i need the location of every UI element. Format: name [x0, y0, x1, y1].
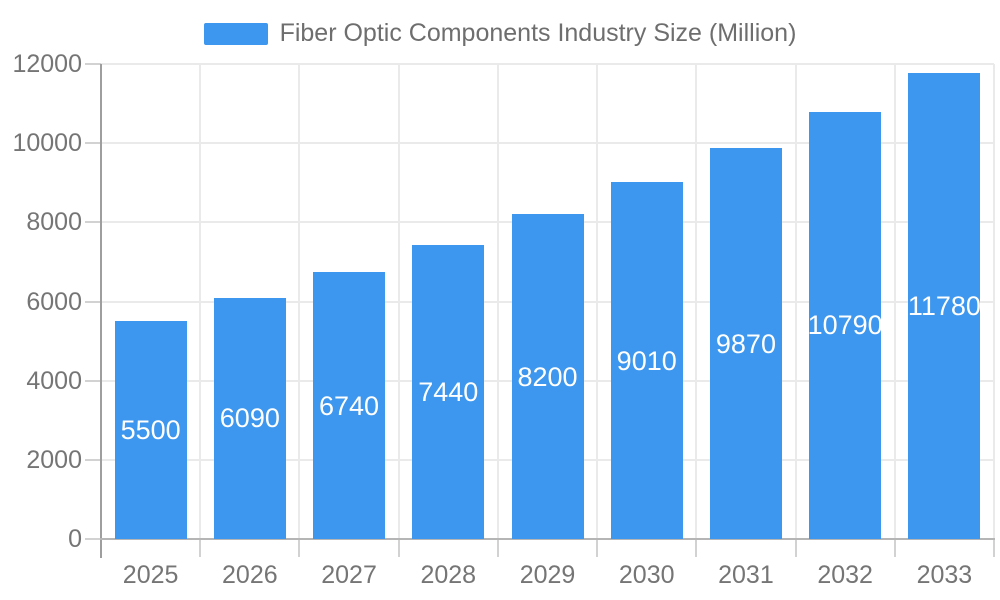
bar: [412, 244, 485, 539]
x-axis-tick: [596, 539, 599, 557]
y-tick-label: 8000: [26, 208, 82, 237]
x-axis-tick: [496, 539, 499, 557]
bar-value-label: 5500: [120, 415, 181, 446]
x-tick-label: 2029: [519, 561, 576, 589]
gridline-v: [794, 64, 797, 539]
gridline-v: [298, 64, 301, 539]
x-axis-tick: [199, 539, 202, 557]
legend-swatch: [203, 22, 268, 45]
y-axis-tick: [85, 379, 101, 382]
y-axis-tick: [85, 142, 101, 145]
bar-value-label: 8200: [517, 361, 578, 392]
gridline-v: [695, 64, 698, 539]
y-axis-line: [100, 64, 102, 558]
x-tick-label: 2026: [222, 561, 278, 589]
bar: [908, 72, 981, 539]
legend-label: Fiber Optic Components Industry Size (Mi…: [279, 19, 797, 47]
bar: [213, 297, 286, 539]
x-axis-tick: [893, 539, 896, 557]
bar-value-label: 7440: [418, 376, 479, 407]
bar-value-label: 10790: [807, 310, 883, 341]
x-tick-label: 2028: [420, 561, 477, 589]
x-axis-tick: [993, 539, 995, 557]
bar: [610, 182, 683, 539]
y-axis-tick: [85, 538, 101, 540]
y-tick-label: 12000: [12, 50, 82, 78]
y-axis-tick: [85, 221, 101, 224]
x-tick-label: 2031: [718, 561, 774, 589]
x-tick-label: 2025: [122, 561, 179, 589]
x-tick-label: 2030: [618, 561, 675, 589]
bar-value-label: 6740: [319, 390, 380, 421]
x-tick-label: 2027: [321, 561, 377, 589]
bar-value-label: 9870: [715, 328, 776, 359]
gridline-v: [893, 64, 896, 539]
x-axis-tick: [695, 539, 698, 557]
gridline-h: [101, 63, 994, 65]
bar-value-label: 9010: [616, 345, 677, 376]
y-axis-tick: [85, 300, 101, 303]
y-tick-label: 6000: [26, 287, 82, 316]
y-tick-label: 10000: [12, 129, 82, 158]
bar: [809, 111, 882, 539]
bar: [511, 214, 584, 539]
gridline-v: [596, 64, 599, 539]
x-axis-tick: [298, 539, 301, 557]
y-tick-label: 4000: [26, 366, 82, 395]
gridline-h: [101, 142, 994, 145]
x-axis-tick: [397, 539, 400, 557]
x-axis-line: [100, 538, 995, 540]
y-axis-tick: [85, 458, 101, 461]
x-axis-tick: [794, 539, 797, 557]
x-tick-label: 2032: [817, 561, 873, 589]
gridline-v: [199, 64, 202, 539]
gridline-v: [397, 64, 400, 539]
x-tick-label: 2033: [916, 561, 973, 589]
chart-legend[interactable]: Fiber Optic Components Industry Size (Mi…: [0, 21, 1000, 46]
y-tick-label: 2000: [26, 445, 82, 474]
bar: [114, 321, 187, 539]
bar-value-label: 11780: [907, 290, 981, 321]
gridline-v: [993, 64, 995, 539]
bar-value-label: 6090: [219, 403, 280, 434]
bar: [313, 272, 386, 539]
y-tick-label: 0: [68, 525, 82, 553]
y-axis-tick: [85, 63, 101, 65]
bar: [709, 148, 782, 539]
gridline-v: [496, 64, 499, 539]
